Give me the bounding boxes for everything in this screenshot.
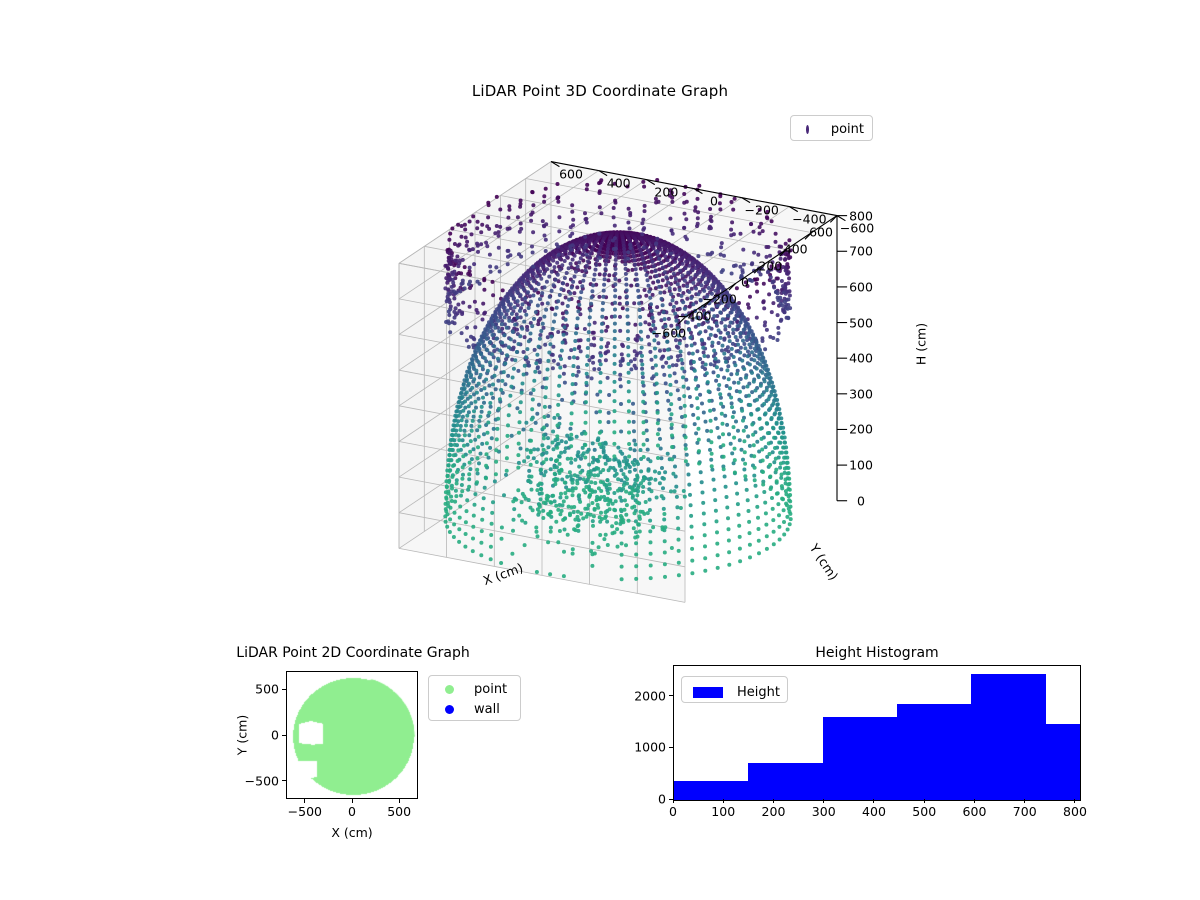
axis-tick-label: −400 xyxy=(677,308,712,324)
histogram-xtick: 700 xyxy=(1012,804,1037,819)
legend-item-wall: wall xyxy=(436,699,513,719)
axis-tick-label: 500 xyxy=(849,315,873,331)
axis-tick-label: 700 xyxy=(849,243,873,259)
histogram-bar xyxy=(674,781,749,800)
histogram-xtick: 300 xyxy=(811,804,836,819)
histogram-ytick: 2000 xyxy=(634,688,666,704)
histogram-bar xyxy=(971,674,1046,800)
tick-mark xyxy=(672,799,674,803)
legend-label: point xyxy=(474,681,508,697)
legend-label: point xyxy=(830,121,864,137)
histogram-xtick: 200 xyxy=(761,804,786,819)
point-marker-icon xyxy=(806,124,809,134)
tick-mark xyxy=(669,798,673,800)
tick-mark xyxy=(772,799,774,803)
axis-tick-label: −200 xyxy=(702,291,737,307)
plot3d-axes[interactable]: −600 −400 −200 0 200 400 600 −600 −400 −200 0 200 40… xyxy=(300,120,940,620)
axis-tick-label: 800 xyxy=(849,208,873,224)
plot2d-ytick: 0 xyxy=(271,727,279,743)
axis-tick-label: 600 xyxy=(849,279,873,295)
tick-mark xyxy=(873,799,875,803)
axis-tick-label: 0 xyxy=(741,274,749,290)
plot2d-axes[interactable] xyxy=(286,671,418,799)
tick-mark xyxy=(823,799,825,803)
tick-mark xyxy=(1024,799,1026,803)
height-bar-swatch xyxy=(693,686,723,698)
tick-mark xyxy=(669,695,673,697)
plot2d-xtick: 0 xyxy=(348,804,356,819)
histogram-xtick: 100 xyxy=(711,804,736,819)
plot2d-ytick: 500 xyxy=(255,681,279,697)
tick-mark xyxy=(973,799,975,803)
histogram-xtick: 400 xyxy=(862,804,886,819)
histogram-bar xyxy=(897,704,972,800)
axis-tick-label: 0 xyxy=(710,193,718,209)
histogram-bar xyxy=(748,762,823,800)
axis-tick-label: 300 xyxy=(849,386,873,402)
tick-mark xyxy=(722,799,724,803)
point-marker-icon xyxy=(445,684,454,694)
histogram-xtick: 0 xyxy=(669,804,677,819)
axis-tick-label: 200 xyxy=(849,421,873,437)
plot2d-xaxis-label: X (cm) xyxy=(331,825,373,840)
axis-tick-label: 400 xyxy=(606,175,631,191)
plot2d-pointcloud xyxy=(287,672,417,798)
tick-mark xyxy=(304,799,306,803)
tick-mark xyxy=(351,799,353,803)
plot2d-xtick: 500 xyxy=(387,804,412,819)
axis-tick-label: 600 xyxy=(809,224,833,240)
plot2d-title: LiDAR Point 2D Coordinate Graph xyxy=(236,645,470,661)
histogram-ytick: 1000 xyxy=(634,739,666,755)
plot3d-haxis-label: H (cm) xyxy=(913,322,929,366)
axis-tick-label: −600 xyxy=(839,220,875,236)
legend-item-height: Height xyxy=(688,682,781,702)
histogram-xtick: 500 xyxy=(912,804,937,819)
axis-tick-label: 0 xyxy=(857,493,865,509)
tick-mark xyxy=(923,799,925,803)
plot2d-xtick: −500 xyxy=(287,804,323,819)
plot2d-yaxis-label: Y (cm) xyxy=(234,714,250,756)
histogram-xtick: 800 xyxy=(1063,804,1087,819)
axis-tick-label: 400 xyxy=(849,350,873,366)
plot3d-legend: point xyxy=(790,115,873,141)
wall-marker-icon xyxy=(445,704,454,714)
tick-mark xyxy=(1074,799,1076,803)
tick-mark xyxy=(282,734,286,736)
legend-label: wall xyxy=(474,701,500,717)
axis-tick-label: 100 xyxy=(849,457,873,473)
histogram-title: Height Histogram xyxy=(815,645,939,661)
legend-label: Height xyxy=(737,684,780,700)
histogram-bar xyxy=(822,716,898,800)
plot3d-canvas xyxy=(398,161,848,603)
axis-tick-label: 200 xyxy=(758,258,783,274)
tick-mark xyxy=(282,780,286,782)
legend-item-point: point xyxy=(436,679,513,699)
histogram-bar xyxy=(1045,724,1080,800)
tick-mark xyxy=(282,688,286,690)
tick-mark xyxy=(398,799,400,803)
axis-tick-label: −400 xyxy=(792,211,827,227)
axis-tick-label: 600 xyxy=(559,166,583,182)
axis-tick-label: −200 xyxy=(744,202,779,218)
histogram-xtick: 600 xyxy=(962,804,987,819)
axis-tick-label: 200 xyxy=(654,184,679,200)
plot3d-title: LiDAR Point 3D Coordinate Graph xyxy=(471,82,729,100)
histogram-ytick: 0 xyxy=(658,791,666,807)
plot2d-legend: point wall xyxy=(428,675,521,721)
legend-item-point: point xyxy=(799,119,864,139)
histogram-legend: Height xyxy=(681,676,788,703)
plot2d-ytick: −500 xyxy=(244,773,279,789)
axis-tick-label: 400 xyxy=(783,241,808,257)
axis-tick-label: −600 xyxy=(651,325,687,341)
tick-mark xyxy=(669,746,673,748)
